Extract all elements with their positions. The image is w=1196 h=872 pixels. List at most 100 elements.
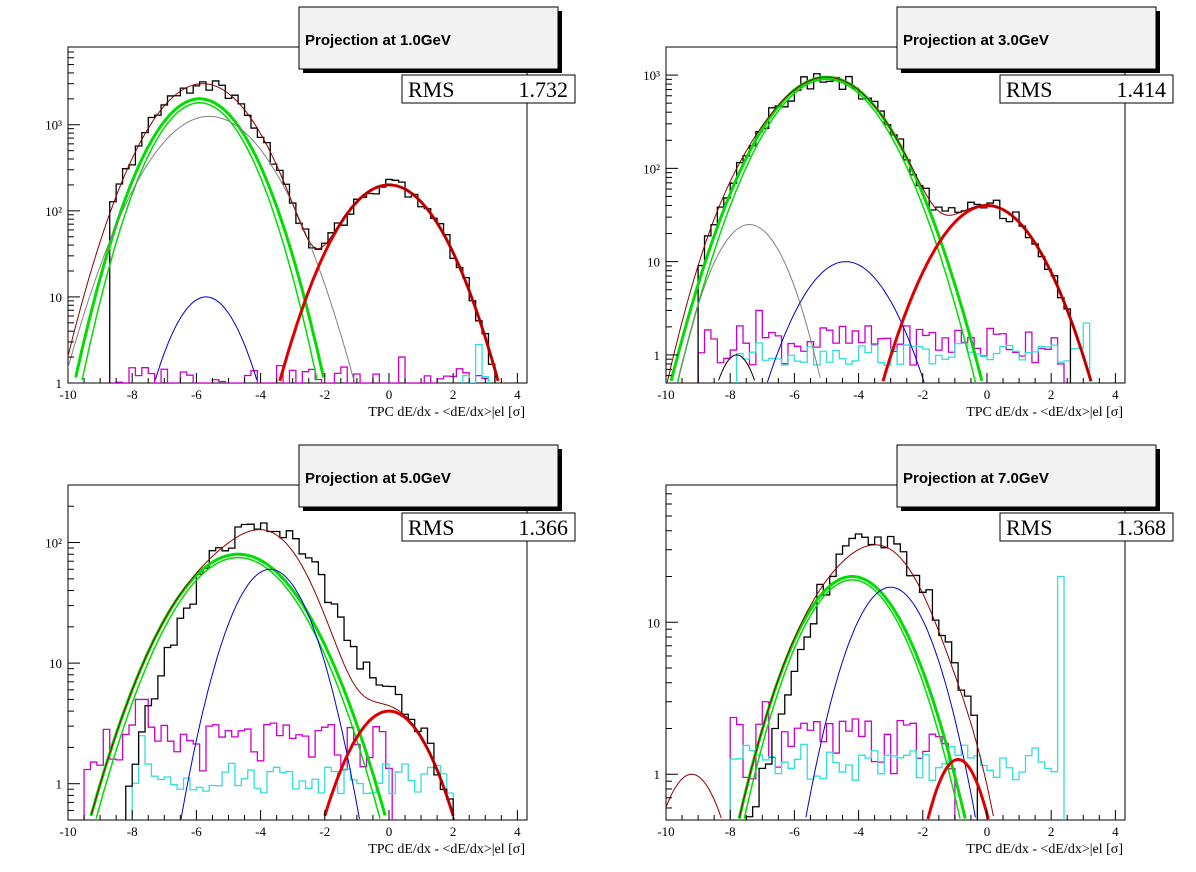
x-tick-label: -8	[725, 387, 736, 402]
magenta-histogram	[697, 309, 1065, 383]
x-tick-label: -8	[127, 824, 138, 839]
plot-frame	[67, 484, 528, 821]
x-tick-label: 2	[450, 824, 457, 839]
fit-curve-6	[738, 544, 994, 819]
title-box	[896, 444, 1157, 508]
x-tick-label: 2	[1048, 387, 1055, 402]
y-tick-label: 1	[654, 767, 661, 782]
plot-area	[68, 80, 500, 383]
fit-curve-5	[666, 773, 722, 819]
stats-box	[401, 74, 576, 104]
fit-curve-3	[180, 568, 360, 820]
x-axis-label: TPC dE/dx - <dE/dx>|el [σ]	[966, 842, 1123, 857]
x-tick-label: -8	[725, 824, 736, 839]
plot-area	[666, 533, 1065, 820]
y-tick-label: 10	[49, 290, 62, 305]
plot-frame	[665, 484, 1126, 821]
fit-curve-5	[718, 354, 756, 381]
fit-curve-1	[74, 97, 325, 378]
x-tick-label: -4	[255, 824, 266, 839]
x-tick-label: 4	[1112, 824, 1119, 839]
x-axis-label: TPC dE/dx - <dE/dx>|el [σ]	[368, 405, 525, 420]
fit-curve-7	[666, 76, 1092, 383]
y-tick-label: 10³	[643, 68, 660, 83]
x-tick-label: -10	[59, 387, 76, 402]
x-tick-label: 0	[386, 387, 393, 402]
chart-panel-3: -10 -8 -6 -4 -2 0 2 4 1 10 10² TPC dE/dx - <dE/dx>|…	[45, 444, 576, 857]
x-tick-label: 4	[514, 824, 521, 839]
magenta-histogram	[109, 356, 490, 383]
stats-value: 1.366	[519, 515, 569, 540]
fit-curve-1	[89, 552, 387, 816]
plot-frame	[665, 46, 1126, 384]
chart-panel-4: -10 -8 -6 -4 -2 0 2 4 1 10 TPC dE/dx - <dE/dx>|el …	[647, 444, 1174, 857]
y-tick-label: 10²	[45, 204, 62, 219]
title-box	[298, 6, 559, 70]
stats-box	[999, 74, 1174, 104]
fit-curve-2	[81, 102, 318, 381]
x-tick-label: 4	[1112, 387, 1119, 402]
fit-curve-3	[678, 223, 821, 378]
cyan-histogram	[735, 322, 1091, 383]
chart-title: Projection at 1.0GeV	[305, 32, 451, 49]
x-axis-label: TPC dE/dx - <dE/dx>|el [σ]	[966, 405, 1123, 420]
x-tick-label: -6	[191, 387, 202, 402]
plot-area	[83, 522, 455, 820]
y-tick-label: 10³	[45, 118, 62, 133]
x-tick-label: -8	[127, 387, 138, 402]
fit-curve-2	[676, 78, 977, 383]
y-tick-label: 10²	[45, 536, 62, 551]
x-tick-label: -2	[917, 824, 928, 839]
x-tick-label: 0	[386, 824, 393, 839]
fit-curve-5	[278, 183, 500, 382]
y-tick-label: 10	[49, 656, 62, 671]
stats-box	[999, 512, 1174, 542]
x-tick-label: -2	[319, 824, 330, 839]
x-tick-label: -4	[853, 824, 864, 839]
fit-curve-6	[68, 83, 499, 382]
stats-label: RMS	[408, 515, 454, 540]
plot-area	[666, 73, 1093, 383]
title-box	[298, 444, 559, 508]
cyan-histogram	[131, 735, 454, 820]
x-tick-label: -6	[191, 824, 202, 839]
chart-panel-2: -10 -8 -6 -4 -2 0 2 4 1 10 10² 10³ TPC dE/dx - <dE/d…	[643, 6, 1174, 420]
chart-panel-1: -10 -8 -6 -4 -2 0 2 4 1 10 10² 10³ TPC dE/dx - <dE/d…	[45, 6, 576, 420]
cyan-histogram	[729, 575, 1065, 820]
y-tick-label: 10²	[643, 161, 660, 176]
y-tick-label: 1	[654, 348, 661, 363]
chart-title: Projection at 7.0GeV	[903, 470, 1049, 487]
stats-value: 1.732	[519, 77, 569, 102]
x-tick-label: -10	[657, 824, 674, 839]
x-tick-label: 2	[1048, 824, 1055, 839]
fit-curve-2	[95, 556, 381, 819]
magenta-histogram	[729, 701, 956, 820]
fit-curve-2	[743, 579, 961, 819]
data-histogram	[125, 522, 454, 820]
x-tick-label: 0	[984, 387, 991, 402]
x-tick-label: 4	[514, 387, 521, 402]
cyan-histogram	[462, 343, 490, 383]
y-tick-label: 10	[647, 615, 660, 630]
stats-value: 1.414	[1117, 77, 1167, 102]
fit-curve-3	[68, 115, 355, 382]
data-histogram	[109, 80, 496, 383]
x-tick-label: -2	[917, 387, 928, 402]
x-tick-label: -6	[789, 387, 800, 402]
stats-box	[401, 512, 576, 542]
stats-label: RMS	[1006, 515, 1052, 540]
fit-curve-4	[926, 758, 990, 820]
stats-label: RMS	[408, 77, 454, 102]
x-tick-label: -6	[789, 824, 800, 839]
x-tick-label: -10	[657, 387, 674, 402]
stats-value: 1.368	[1117, 515, 1167, 540]
x-tick-label: 2	[450, 387, 457, 402]
chart-title: Projection at 3.0GeV	[903, 32, 1049, 49]
data-histogram	[745, 533, 978, 820]
y-tick-label: 1	[56, 376, 63, 391]
fit-curve-4	[154, 296, 258, 381]
chart-title: Projection at 5.0GeV	[305, 470, 451, 487]
x-tick-label: -4	[255, 387, 266, 402]
x-axis-label: TPC dE/dx - <dE/dx>|el [σ]	[368, 842, 525, 857]
